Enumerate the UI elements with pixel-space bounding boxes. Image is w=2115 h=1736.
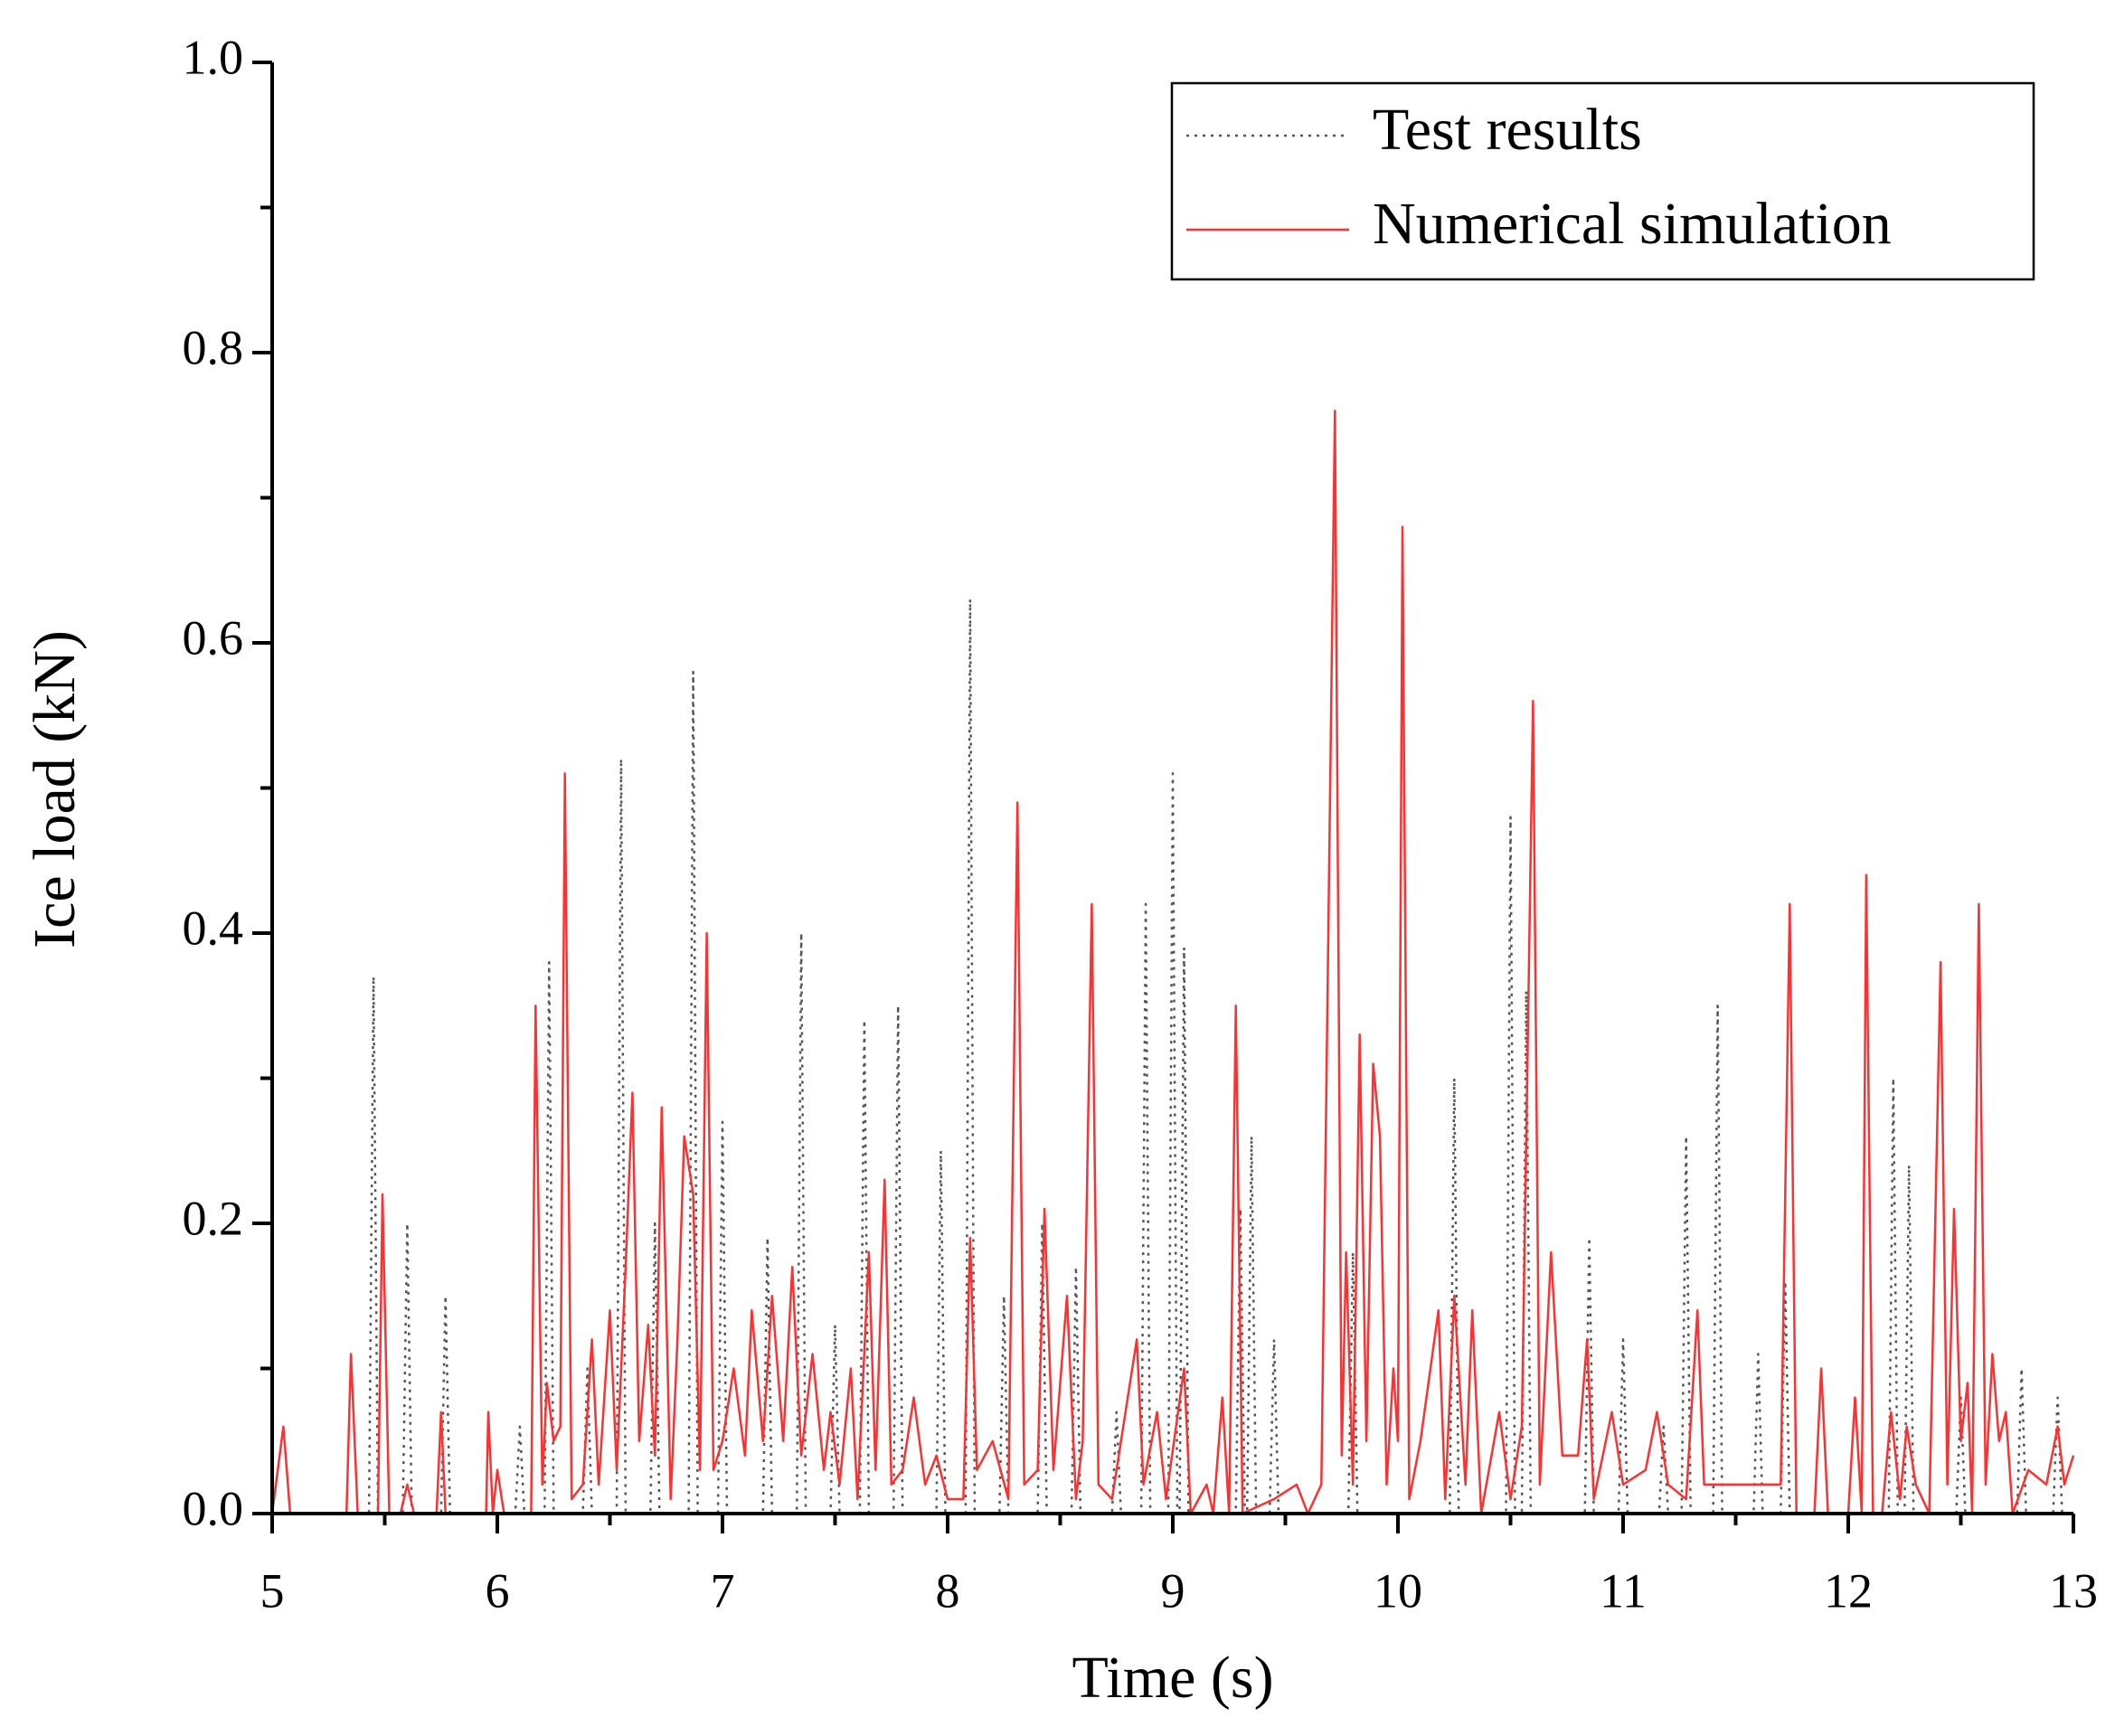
x-tick-label: 9 — [1161, 1563, 1185, 1618]
x-tick-label: 10 — [1374, 1563, 1422, 1618]
x-tick-label: 12 — [1824, 1563, 1873, 1618]
x-tick-label: 11 — [1600, 1563, 1647, 1618]
x-axis-title: Time (s) — [1072, 1645, 1273, 1711]
x-tick-label: 5 — [260, 1563, 285, 1618]
legend-label: Test results — [1373, 97, 1642, 163]
x-tick-label: 8 — [936, 1563, 960, 1618]
y-tick-label: 0.6 — [183, 610, 244, 665]
x-tick-label: 13 — [2049, 1563, 2098, 1618]
x-tick-label: 7 — [711, 1563, 735, 1618]
y-tick-label: 0.4 — [183, 901, 244, 955]
y-tick-label: 1.0 — [183, 30, 244, 84]
y-tick-label: 0.8 — [183, 320, 244, 374]
x-tick-label: 6 — [486, 1563, 510, 1618]
legend-box — [1170, 81, 2035, 281]
data-line — [270, 409, 2075, 1515]
y-tick-label: 0.2 — [183, 1191, 244, 1245]
data-line — [272, 598, 2073, 1515]
y-axis-title: Ice load (kN) — [22, 630, 88, 948]
y-tick-label: 0.0 — [183, 1481, 244, 1535]
legend-label: Numerical simulation — [1373, 191, 1892, 257]
